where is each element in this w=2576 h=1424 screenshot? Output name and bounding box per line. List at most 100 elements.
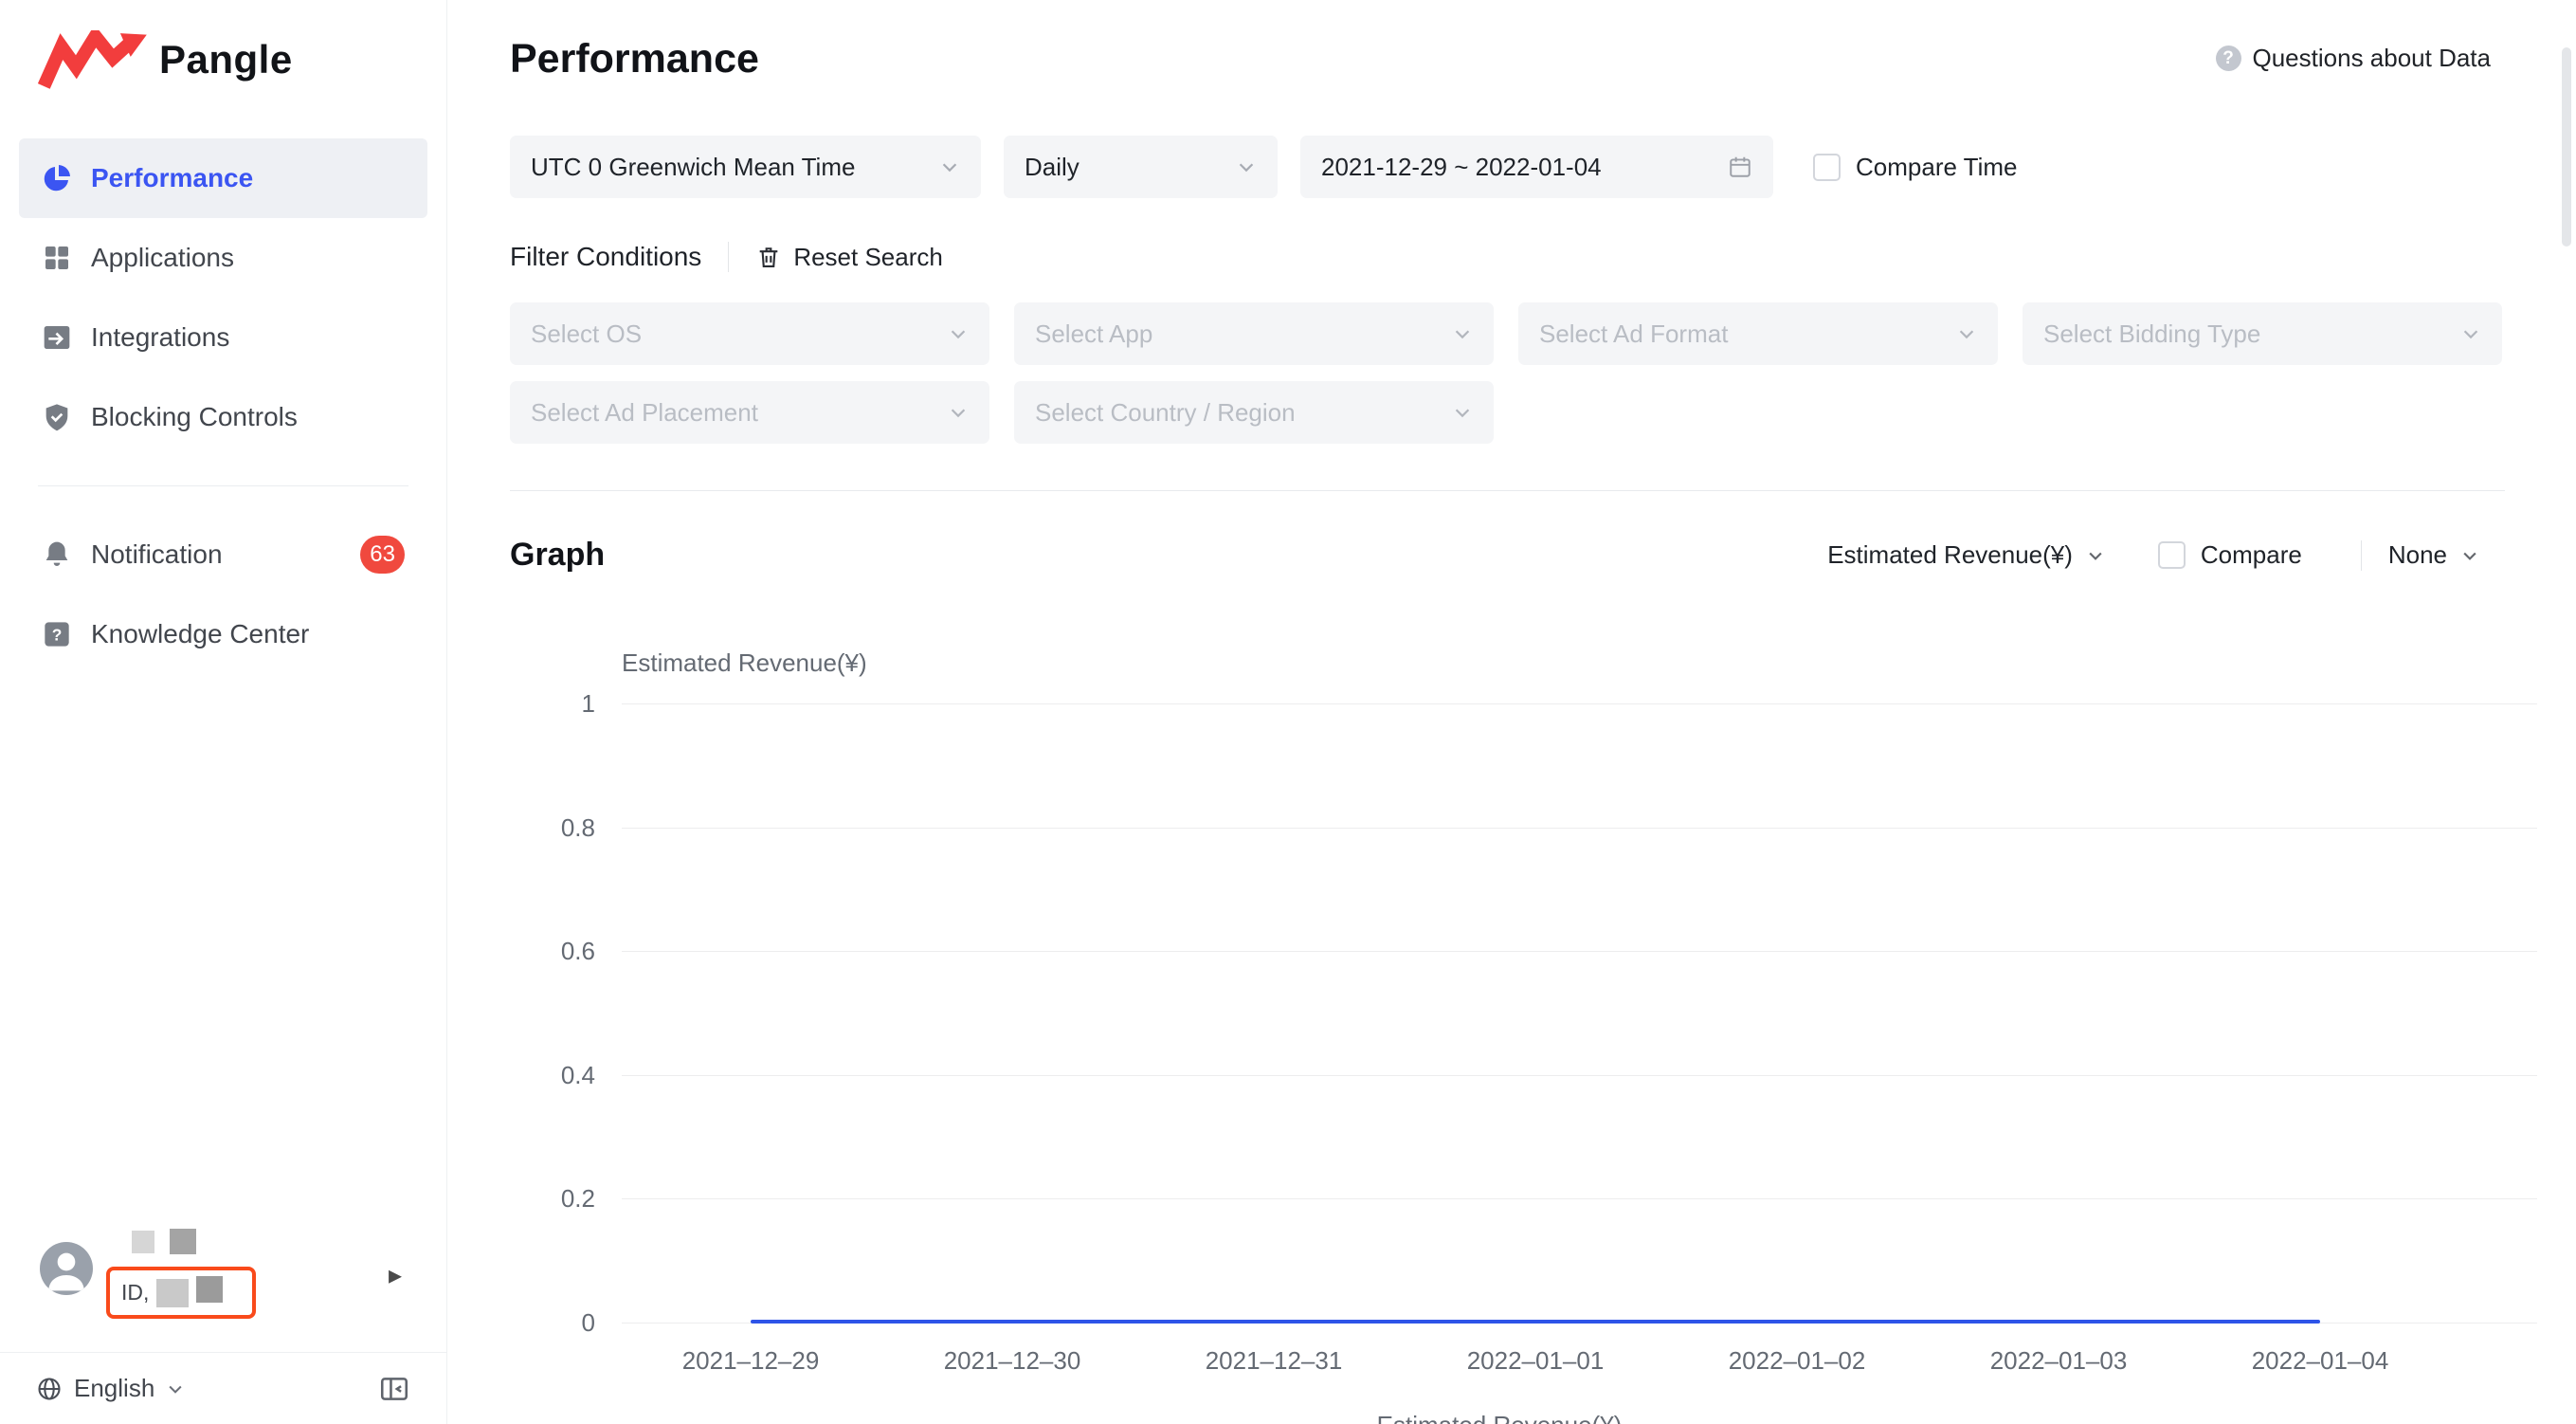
y-tick-label: 0: [581, 1308, 595, 1337]
chevron-down-icon: [951, 330, 966, 339]
pangle-logo-text: Pangle: [159, 37, 293, 82]
notification-badge: 63: [360, 536, 405, 574]
sidebar-item-label: Notification: [91, 539, 223, 569]
scrollbar-thumb[interactable]: [2562, 47, 2571, 246]
select-ad-format-dropdown[interactable]: Select Ad Format: [1518, 302, 1998, 365]
sidebar-divider: [38, 485, 408, 486]
date-range-value: 2021-12-29 ~ 2022-01-04: [1321, 152, 1602, 181]
select-os-placeholder: Select OS: [531, 319, 643, 348]
filter-conditions-row: Filter Conditions Reset Search: [510, 242, 2504, 272]
filter-selects: Select OS Select App Select Ad Format Se…: [510, 302, 2510, 444]
y-tick-label: 1: [581, 689, 595, 718]
redacted-username-block: [170, 1229, 196, 1254]
pangle-logo-icon: [38, 30, 147, 89]
select-app-dropdown[interactable]: Select App: [1014, 302, 1494, 365]
collapse-sidebar-icon[interactable]: [378, 1373, 410, 1405]
knowledge-center-icon: ?: [45, 622, 69, 647]
sidebar-item-blocking-controls[interactable]: Blocking Controls: [19, 377, 427, 457]
compare-checkbox[interactable]: [2157, 541, 2186, 569]
redacted-id-block: [156, 1278, 190, 1307]
graph-header: Graph Estimated Revenue(¥) Compare None: [510, 537, 2504, 574]
sidebar-item-applications[interactable]: Applications: [19, 218, 427, 298]
chevron-down-icon: [942, 163, 957, 173]
x-tick-label: 2021–12–30: [943, 1346, 1081, 1375]
y-tick-label: 0.6: [560, 937, 595, 966]
chevron-down-icon: [1239, 163, 1254, 173]
reset-search-button[interactable]: Reset Search: [755, 243, 943, 272]
user-area: ID, ▸: [0, 1229, 446, 1352]
gridline: [622, 951, 2537, 953]
select-bidding-type-placeholder: Select Bidding Type: [2043, 319, 2261, 348]
question-icon: ?: [2215, 46, 2241, 71]
compare-time-checkbox[interactable]: [1813, 153, 1841, 181]
expand-user-arrow-icon[interactable]: ▸: [389, 1260, 403, 1289]
gridline: [622, 827, 2537, 829]
section-divider: [510, 490, 2505, 491]
performance-pie-icon: [44, 165, 70, 192]
select-bidding-type-dropdown[interactable]: Select Bidding Type: [2023, 302, 2502, 365]
select-app-placeholder: Select App: [1035, 319, 1153, 348]
sidebar-item-notification[interactable]: Notification 63: [19, 515, 427, 594]
chart-legend: Estimated Revenue(¥): [1377, 1411, 1623, 1424]
globe-icon: [38, 1377, 61, 1400]
questions-about-data-link[interactable]: ? Questions about Data: [2215, 44, 2492, 73]
sidebar-item-label: Performance: [91, 163, 254, 192]
chevron-down-icon: [2463, 552, 2476, 560]
sidebar-nav: Performance Applications Integrations Bl…: [0, 138, 446, 674]
metric-value: Estimated Revenue(¥): [1827, 540, 2073, 569]
help-link-label: Questions about Data: [2252, 44, 2492, 72]
redacted-id-block: [196, 1275, 224, 1303]
timezone-value: UTC 0 Greenwich Mean Time: [531, 152, 856, 181]
pangle-logo[interactable]: Pangle: [0, 0, 446, 91]
x-tick-label: 2021–12–31: [1205, 1346, 1343, 1375]
sidebar-item-label: Blocking Controls: [91, 402, 298, 431]
chevron-down-icon: [951, 409, 966, 418]
gridline: [622, 1074, 2537, 1076]
select-country-region-dropdown[interactable]: Select Country / Region: [1014, 381, 1494, 444]
y-axis-title: Estimated Revenue(¥): [622, 648, 867, 677]
top-filter-row: UTC 0 Greenwich Mean Time Daily 2021-12-…: [510, 136, 2504, 198]
shield-icon: [45, 404, 68, 431]
sidebar-item-knowledge-center[interactable]: ? Knowledge Center: [19, 594, 427, 674]
x-tick-label: 2021–12–29: [681, 1346, 820, 1375]
reset-search-label: Reset Search: [793, 242, 943, 271]
granularity-value: Daily: [1025, 152, 1079, 181]
select-os-dropdown[interactable]: Select OS: [510, 302, 989, 365]
vertical-divider: [2360, 539, 2362, 571]
language-bar: English: [0, 1352, 446, 1424]
select-ad-placement-dropdown[interactable]: Select Ad Placement: [510, 381, 989, 444]
applications-icon: [45, 246, 68, 269]
chevron-down-icon: [169, 1385, 182, 1394]
redacted-username-block: [132, 1231, 154, 1253]
graph-controls: Estimated Revenue(¥) Compare None: [1827, 539, 2479, 571]
y-tick-label: 0.4: [560, 1060, 595, 1089]
chevron-down-icon: [1455, 330, 1470, 339]
secondary-metric-dropdown[interactable]: None: [2388, 540, 2479, 570]
granularity-dropdown[interactable]: Daily: [1004, 136, 1278, 198]
compare-label: Compare: [2200, 540, 2302, 569]
graph-section-title: Graph: [510, 537, 606, 573]
x-tick-label: 2022–01–02: [1728, 1346, 1866, 1375]
sidebar-item-label: Knowledge Center: [91, 619, 310, 648]
avatar[interactable]: [40, 1242, 93, 1295]
page-title: Performance: [510, 36, 759, 82]
metric-dropdown[interactable]: Estimated Revenue(¥): [1827, 540, 2105, 570]
main-content: Performance ? Questions about Data UTC 0…: [448, 0, 2576, 1424]
y-tick-label: 0.2: [560, 1184, 595, 1214]
filter-conditions-label: Filter Conditions: [510, 242, 702, 271]
timezone-dropdown[interactable]: UTC 0 Greenwich Mean Time: [510, 136, 981, 198]
sidebar-item-integrations[interactable]: Integrations: [19, 298, 427, 377]
compare-time-option: Compare Time: [1813, 153, 2018, 182]
select-ad-format-placeholder: Select Ad Format: [1539, 319, 1729, 348]
sidebar-item-performance[interactable]: Performance: [19, 138, 427, 218]
revenue-series-line: [751, 1320, 2320, 1324]
user-id-label: ID,: [121, 1280, 150, 1305]
chevron-down-icon: [2463, 330, 2478, 339]
bell-icon: [45, 541, 68, 566]
compare-option: Compare: [2157, 540, 2302, 570]
integrations-icon: [44, 326, 70, 349]
language-selector[interactable]: English: [74, 1374, 155, 1402]
reset-icon: [759, 247, 778, 267]
date-range-picker[interactable]: 2021-12-29 ~ 2022-01-04: [1300, 136, 1773, 198]
sidebar: Pangle Performance Applications Integrat…: [0, 0, 447, 1424]
